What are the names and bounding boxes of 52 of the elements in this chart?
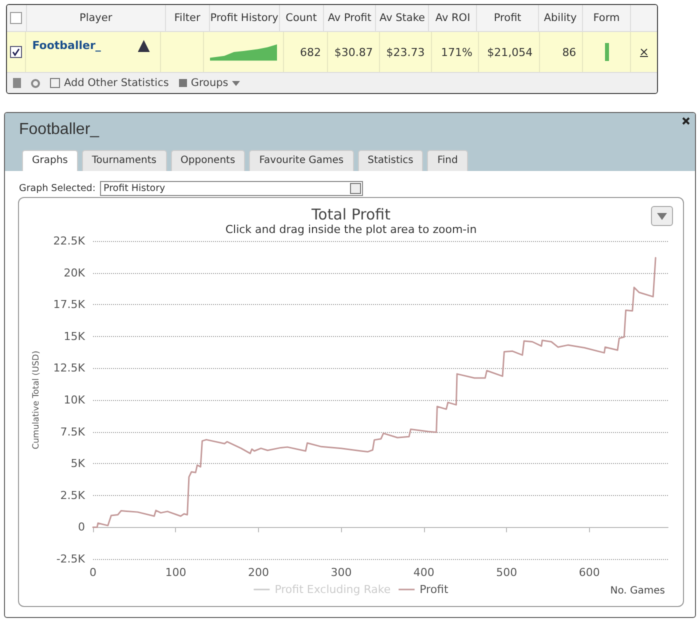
y-tick-label: 15K xyxy=(64,330,86,343)
text: $30.87 xyxy=(334,46,373,58)
text: Find xyxy=(427,150,468,171)
text: Opponents xyxy=(170,150,246,171)
text: $23.73 xyxy=(386,46,425,58)
text: Favourite Games xyxy=(249,150,354,171)
category-label: Av Profit xyxy=(322,5,376,31)
y-tick-label: 7.5K xyxy=(60,425,86,438)
chart-subtitle: Click and drag inside the plot area to zoom-in xyxy=(225,223,477,236)
category-label: Player xyxy=(26,5,165,31)
text: Statistics xyxy=(358,150,424,171)
text: Profit History xyxy=(100,181,363,196)
text: Graphs xyxy=(22,150,78,171)
category-label: Profit xyxy=(476,5,538,31)
text: Add Other Statistics xyxy=(63,77,169,89)
y-tick-label: 10K xyxy=(64,394,86,406)
category-label: Filter xyxy=(164,5,209,31)
x-axis-title: No. Games xyxy=(610,586,666,596)
text: 682 xyxy=(300,46,321,58)
y-tick-label: 12.5K xyxy=(53,362,86,375)
legend-label: Profit xyxy=(420,583,449,596)
text: 171% xyxy=(441,46,472,58)
text: 86 xyxy=(562,46,576,58)
x-tick-label: 500 xyxy=(496,566,518,579)
y-axis-title: Cumulative Total (USD) xyxy=(32,350,42,450)
text: Graph Selected: xyxy=(19,183,96,194)
category-label: Av ROI xyxy=(428,5,476,31)
line-series xyxy=(92,257,656,528)
y-tick-label: 2.5K xyxy=(60,488,86,502)
category-label: Profit History xyxy=(208,5,279,31)
y-tick-label: 5K xyxy=(70,457,86,470)
y-tick-label: 22.5K xyxy=(53,234,86,248)
x-tick-label: 200 xyxy=(248,566,269,579)
text: Groups xyxy=(190,77,230,89)
y-tick-label: -2.5K xyxy=(56,552,86,566)
text: $21,054 xyxy=(487,46,533,58)
x-tick-label: 300 xyxy=(330,566,352,579)
x-tick-label: 400 xyxy=(413,566,434,579)
category-label: Ability xyxy=(538,5,582,31)
category-label: Av Stake xyxy=(375,5,428,31)
x-tick-label: 600 xyxy=(578,566,600,579)
text: Footballer_ xyxy=(32,38,101,52)
x-tick-label: 0 xyxy=(90,566,96,579)
text: Tournaments xyxy=(82,150,167,171)
chart-title: Total Profit xyxy=(310,206,391,224)
y-tick-label: 17.5K xyxy=(53,298,86,312)
category-label: Form xyxy=(582,5,630,31)
y-tick-label: 20K xyxy=(64,266,86,280)
text: Footballer_ xyxy=(19,121,100,139)
x-tick-label: 100 xyxy=(165,566,186,579)
category-label: Count xyxy=(278,5,323,31)
y-tick-label: 0 xyxy=(78,520,85,534)
